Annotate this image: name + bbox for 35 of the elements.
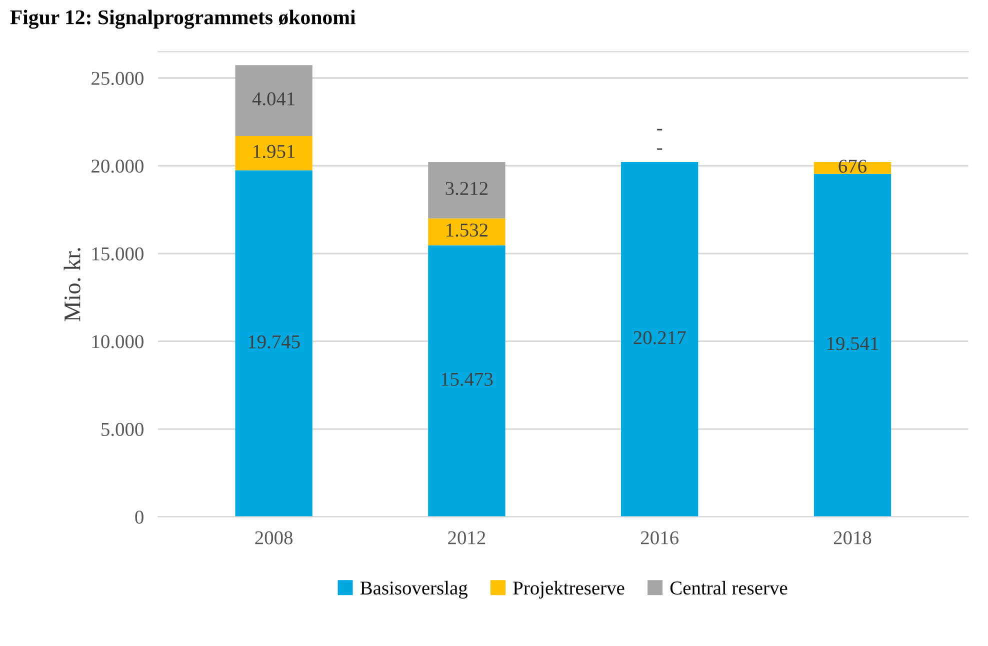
- bar: [235, 170, 312, 517]
- chart-title: Figur 12: Signalprogrammets økonomi: [10, 10, 356, 29]
- bar: [235, 65, 312, 136]
- bar: [428, 162, 506, 218]
- bar: [814, 174, 892, 517]
- data-label: 3.212: [446, 182, 488, 196]
- data-label: -: [657, 128, 662, 130]
- data-label: 15.473: [442, 372, 493, 386]
- y-tick-label: 20.000: [92, 160, 144, 173]
- x-tick-label: 2018: [834, 531, 872, 544]
- legend-label: Basisoverslag: [360, 580, 468, 599]
- x-tick-label: 2016: [641, 531, 678, 544]
- bar: [428, 218, 506, 246]
- y-tick-label: 25.000: [92, 72, 144, 86]
- data-label: 676: [838, 160, 867, 173]
- data-label: 1.532: [446, 224, 488, 237]
- data-label: 19.541: [827, 337, 878, 350]
- data-label: 4.041: [252, 92, 295, 106]
- bar: [235, 136, 312, 170]
- bar: [814, 162, 892, 174]
- y-axis-title: Mio. kr.: [64, 248, 80, 322]
- y-tick-label: 15.000: [92, 247, 144, 261]
- y-tick-label: 0: [135, 510, 144, 524]
- legend-label: Central reserve: [670, 580, 788, 595]
- y-tick-label: 10.000: [92, 335, 144, 348]
- y-tick-label: 5.000: [102, 422, 144, 436]
- x-tick-label: 2012: [448, 531, 486, 544]
- x-tick-label: 2008: [255, 531, 293, 544]
- bar: [621, 162, 698, 517]
- data-label: 1.951: [254, 144, 295, 158]
- data-label: 20.217: [634, 331, 686, 344]
- bar: [428, 245, 506, 517]
- data-label: -: [657, 148, 662, 150]
- legend-label: Projektreserve: [513, 580, 624, 599]
- data-label: 19.745: [248, 335, 300, 348]
